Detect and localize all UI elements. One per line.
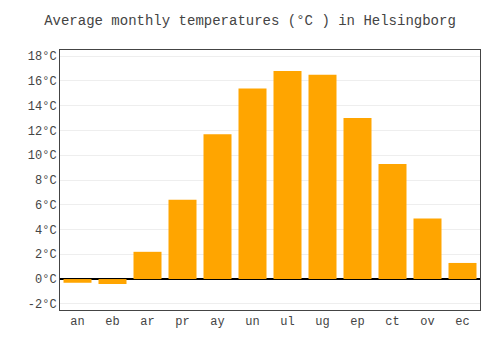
svg-text:ep: ep bbox=[350, 315, 364, 329]
svg-text:12°C: 12°C bbox=[28, 125, 57, 139]
svg-text:ct: ct bbox=[385, 315, 399, 329]
svg-text:18°C: 18°C bbox=[28, 50, 57, 64]
svg-text:-2°C: -2°C bbox=[28, 298, 57, 312]
svg-text:ug: ug bbox=[315, 315, 329, 329]
svg-text:Average monthly temperatures (: Average monthly temperatures (°C ) in He… bbox=[44, 13, 456, 29]
svg-text:an: an bbox=[70, 315, 84, 329]
svg-text:ul: ul bbox=[280, 315, 294, 329]
svg-text:eb: eb bbox=[105, 315, 119, 329]
svg-text:16°C: 16°C bbox=[28, 75, 57, 89]
svg-text:14°C: 14°C bbox=[28, 100, 57, 114]
svg-text:pr: pr bbox=[175, 315, 189, 329]
svg-text:8°C: 8°C bbox=[35, 174, 57, 188]
svg-text:ec: ec bbox=[455, 315, 469, 329]
svg-text:6°C: 6°C bbox=[35, 199, 57, 213]
svg-text:ar: ar bbox=[140, 315, 154, 329]
svg-text:4°C: 4°C bbox=[35, 224, 57, 238]
svg-text:ov: ov bbox=[420, 315, 434, 329]
svg-text:ay: ay bbox=[210, 315, 224, 329]
svg-text:un: un bbox=[245, 315, 259, 329]
svg-text:0°C: 0°C bbox=[35, 273, 57, 287]
svg-text:2°C: 2°C bbox=[35, 248, 57, 262]
svg-text:10°C: 10°C bbox=[28, 149, 57, 163]
